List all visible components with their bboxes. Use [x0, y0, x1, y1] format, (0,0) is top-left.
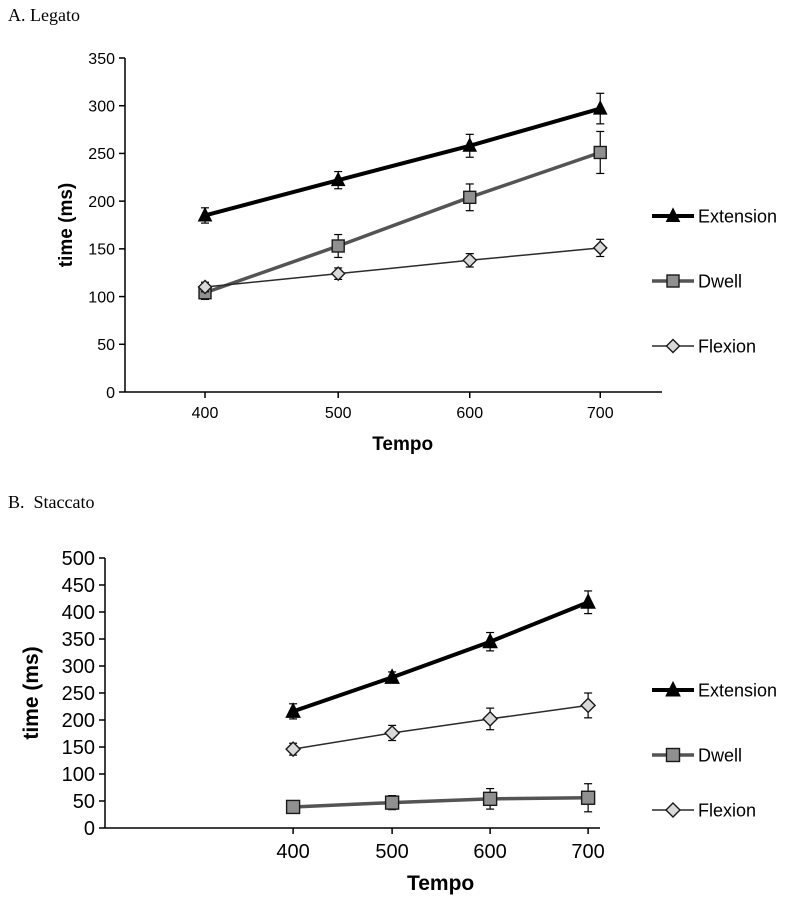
- x-tick-label: 500: [325, 405, 352, 422]
- y-tick-label: 450: [62, 575, 95, 597]
- y-tick-label: 200: [88, 194, 115, 211]
- y-tick-label: 500: [62, 548, 95, 570]
- square-marker: [665, 747, 681, 763]
- y-tick-label: 200: [62, 710, 95, 732]
- triangle-marker: [330, 171, 346, 187]
- triangle-marker: [665, 207, 681, 222]
- y-axis-title: time (ms): [56, 183, 77, 267]
- panel-a-label: A. Legato: [8, 5, 80, 25]
- x-tick-label: 400: [276, 841, 309, 863]
- y-tick-label: 400: [62, 602, 95, 624]
- square-marker: [593, 145, 607, 160]
- series-line: [292, 704, 589, 750]
- triangle-marker: [580, 593, 596, 609]
- y-tick-label: 300: [62, 656, 95, 678]
- legend-entry-flexion: Flexion: [652, 336, 756, 356]
- chart-b-staccato: 0 50 100 150 200 250 300 350 400 450 500 400 500 600 7…: [20, 548, 777, 895]
- diamond-marker: [285, 741, 302, 758]
- square-marker: [580, 790, 596, 805]
- legend: Extension Dwell Flexion: [652, 206, 777, 356]
- series-flexion: [285, 692, 597, 758]
- square-marker: [463, 190, 477, 205]
- y-tick-label: 350: [62, 629, 95, 651]
- series-flexion: [197, 238, 608, 295]
- chart-a-legato: 0 50 100 150 200 250 300 350 400 500 600 700 Tempo ti…: [56, 51, 777, 455]
- diamond-marker: [592, 240, 608, 256]
- series-line: [204, 150, 601, 295]
- y-tick-label: 100: [62, 764, 95, 786]
- triangle-marker: [285, 702, 301, 718]
- legend-entry-flexion: Flexion: [652, 800, 756, 820]
- square-marker: [285, 799, 301, 815]
- x-tick-label: 700: [571, 841, 604, 863]
- legend-entry-dwell: Dwell: [652, 745, 742, 765]
- series-extension: [197, 92, 608, 224]
- y-tick-label: 100: [88, 289, 115, 306]
- y-tick-label: 50: [73, 791, 95, 813]
- x-tick-label: 500: [375, 841, 408, 863]
- y-tick-label: 150: [62, 737, 95, 759]
- legend-label: Dwell: [698, 745, 742, 765]
- triangle-marker: [665, 680, 681, 697]
- x-tick-label: 400: [192, 405, 219, 422]
- y-tick-label: 250: [62, 683, 95, 705]
- diamond-marker: [384, 724, 401, 741]
- triangle-marker: [482, 632, 498, 649]
- triangle-marker: [462, 137, 478, 152]
- diamond-marker: [197, 279, 213, 295]
- square-marker: [384, 795, 400, 810]
- series-dwell: [198, 130, 607, 301]
- plot-area: [197, 92, 608, 301]
- x-tick-label: 600: [473, 841, 506, 863]
- legend-entry-extension: Extension: [652, 680, 777, 700]
- y-tick-label: 0: [84, 818, 95, 840]
- axes: 0 50 100 150 200 250 300 350 400 450 500 400 500 600 7…: [20, 548, 605, 895]
- series-line: [293, 796, 589, 809]
- axes: 0 50 100 150 200 250 300 350 400 500 600 700 Tempo ti…: [56, 51, 662, 455]
- square-marker: [331, 239, 345, 253]
- series-dwell: [285, 783, 596, 815]
- legend-label: Dwell: [698, 271, 742, 291]
- legend-entry-dwell: Dwell: [652, 271, 742, 291]
- legend: Extension Dwell Flexion: [652, 680, 777, 820]
- diamond-marker: [462, 252, 478, 268]
- legend-entry-extension: Extension: [652, 206, 777, 226]
- diamond-marker: [665, 802, 681, 818]
- y-tick-label: 150: [88, 242, 115, 259]
- y-tick-label: 250: [88, 146, 115, 163]
- legend-label: Extension: [698, 680, 777, 700]
- series-extension: [285, 590, 596, 720]
- triangle-marker: [592, 99, 608, 115]
- x-axis-title: Tempo: [372, 434, 433, 455]
- legend-label: Extension: [698, 206, 777, 226]
- plot-area: [285, 590, 597, 815]
- series-line: [204, 106, 601, 218]
- diamond-marker: [482, 710, 499, 727]
- y-tick-label: 0: [106, 385, 115, 402]
- square-marker: [666, 274, 680, 288]
- diamond-marker: [330, 266, 346, 282]
- x-axis-title: Tempo: [407, 872, 474, 895]
- x-tick-label: 700: [587, 405, 614, 422]
- y-tick-label: 350: [88, 51, 115, 68]
- y-tick-label: 50: [97, 337, 115, 354]
- triangle-marker: [384, 668, 400, 684]
- legend-label: Flexion: [698, 800, 756, 820]
- diamond-marker: [580, 697, 597, 714]
- panel-b-label: B. Staccato: [8, 492, 95, 512]
- series-line: [292, 600, 589, 714]
- legend-label: Flexion: [698, 336, 756, 356]
- diamond-marker: [665, 338, 681, 354]
- y-axis-title: time (ms): [20, 646, 43, 739]
- triangle-marker: [197, 206, 213, 222]
- square-marker: [482, 791, 498, 807]
- series-line: [204, 247, 601, 288]
- x-tick-label: 600: [456, 405, 483, 422]
- y-tick-label: 300: [88, 98, 115, 115]
